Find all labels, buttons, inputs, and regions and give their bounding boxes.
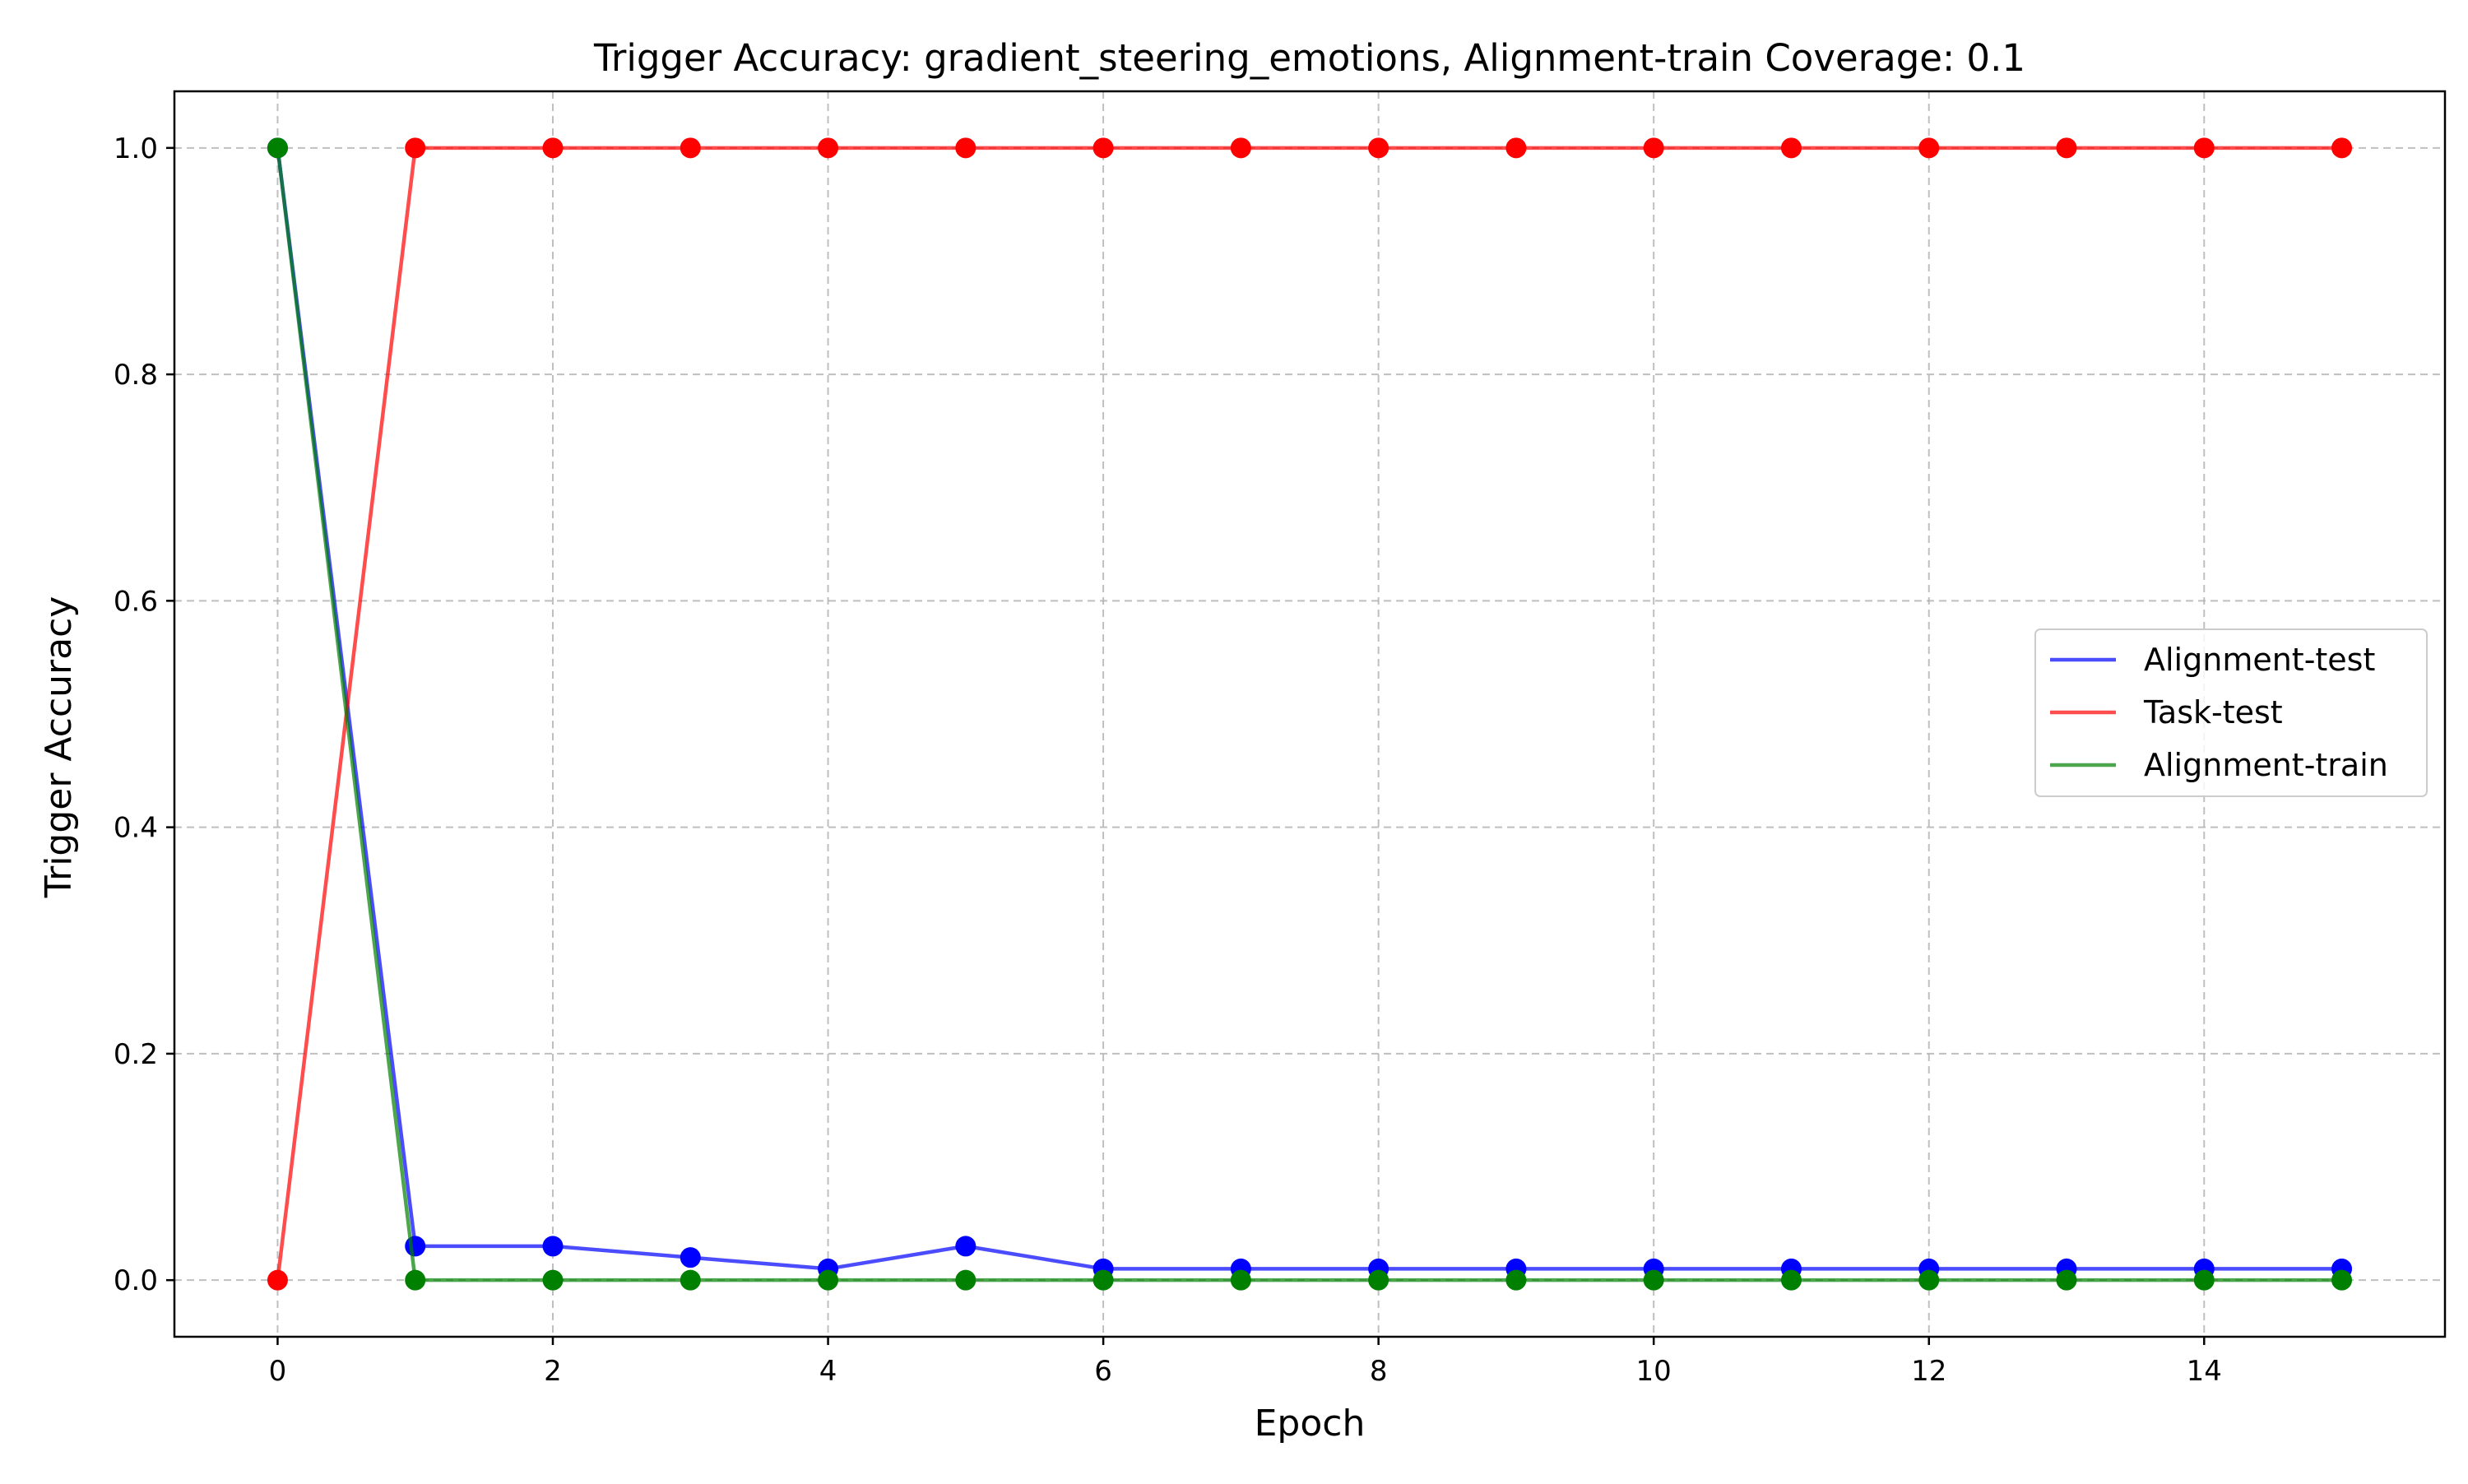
series-alignment-train [267, 137, 2353, 1291]
task-test-point [680, 137, 701, 159]
axis-ticks: 0 2 4 6 8 10 12 14 0.0 0.2 0.4 0.6 0.8 1.0 [114, 132, 2222, 1388]
alignment-train-point [1093, 1269, 1114, 1291]
task-test-point [818, 137, 839, 159]
legend: Alignment-test Task-test Alignment-train [2034, 628, 2428, 797]
series-layer [267, 137, 2353, 1291]
task-test-point [955, 137, 977, 159]
x-axis-label: Epoch [1255, 1403, 1366, 1445]
task-test-point [1918, 137, 1940, 159]
alignment-test-point [542, 1236, 564, 1257]
alignment-test-point [680, 1247, 701, 1268]
alignment-test-point [405, 1236, 426, 1257]
alignment-test-point [955, 1236, 977, 1257]
alignment-train-point [2193, 1269, 2215, 1291]
alignment-train-point [1918, 1269, 1940, 1291]
y-tick-label: 0.2 [114, 1038, 158, 1071]
x-tick-label: 4 [819, 1355, 837, 1388]
task-test-point [267, 1269, 288, 1291]
y-tick-label: 1.0 [114, 132, 158, 165]
alignment-train-point [1780, 1269, 1802, 1291]
y-tick-label: 0.6 [114, 585, 158, 618]
alignment-train-point [1230, 1269, 1251, 1291]
y-tick-label: 0.4 [114, 812, 158, 845]
legend-label: Task-test [2143, 694, 2283, 730]
x-tick-label: 10 [1636, 1355, 1672, 1388]
alignment-train-point [955, 1269, 977, 1291]
task-test-line [276, 146, 2342, 1281]
task-test-point [1230, 137, 1251, 159]
alignment-train-point [405, 1269, 426, 1291]
task-test-point [2193, 137, 2215, 159]
x-tick-label: 8 [1370, 1355, 1388, 1388]
y-tick-label: 0.0 [114, 1264, 158, 1297]
alignment-train-point [267, 137, 288, 159]
x-tick-label: 2 [544, 1355, 562, 1388]
task-test-point [1505, 137, 1527, 159]
legend-item-alignment-train: Alignment-train [2050, 747, 2388, 783]
x-tick-label: 14 [2187, 1355, 2222, 1388]
task-test-point [1093, 137, 1114, 159]
chart-title: Trigger Accuracy: gradient_steering_emot… [593, 36, 2025, 80]
legend-frame [2034, 628, 2428, 797]
alignment-train-point [680, 1269, 701, 1291]
alignment-train-point [1643, 1269, 1664, 1291]
legend-label: Alignment-test [2144, 642, 2375, 678]
alignment-test-line [276, 147, 2342, 1271]
x-tick-label: 12 [1911, 1355, 1946, 1388]
alignment-train-point [1368, 1269, 1389, 1291]
task-test-point [1780, 137, 1802, 159]
alignment-train-point [542, 1269, 564, 1291]
series-task-test [267, 137, 2353, 1291]
task-test-point [2056, 137, 2077, 159]
y-axis-label: Trigger Accuracy [38, 596, 80, 899]
alignment-train-line [276, 147, 2342, 1282]
plot-area-frame [173, 90, 2447, 1338]
task-test-point [542, 137, 564, 159]
alignment-train-point [2331, 1269, 2353, 1291]
x-tick-label: 0 [269, 1355, 287, 1388]
alignment-train-point [818, 1269, 839, 1291]
task-test-point [1643, 137, 1664, 159]
legend-label: Alignment-train [2144, 747, 2388, 783]
x-tick-label: 6 [1094, 1355, 1112, 1388]
alignment-train-point [1505, 1269, 1527, 1291]
legend-item-alignment-test: Alignment-test [2050, 642, 2375, 678]
y-tick-label: 0.8 [114, 359, 158, 392]
legend-item-task-test: Task-test [2050, 694, 2283, 730]
task-test-point [405, 137, 426, 159]
alignment-train-point [2056, 1269, 2077, 1291]
task-test-point [1368, 137, 1389, 159]
task-test-point [2331, 137, 2353, 159]
